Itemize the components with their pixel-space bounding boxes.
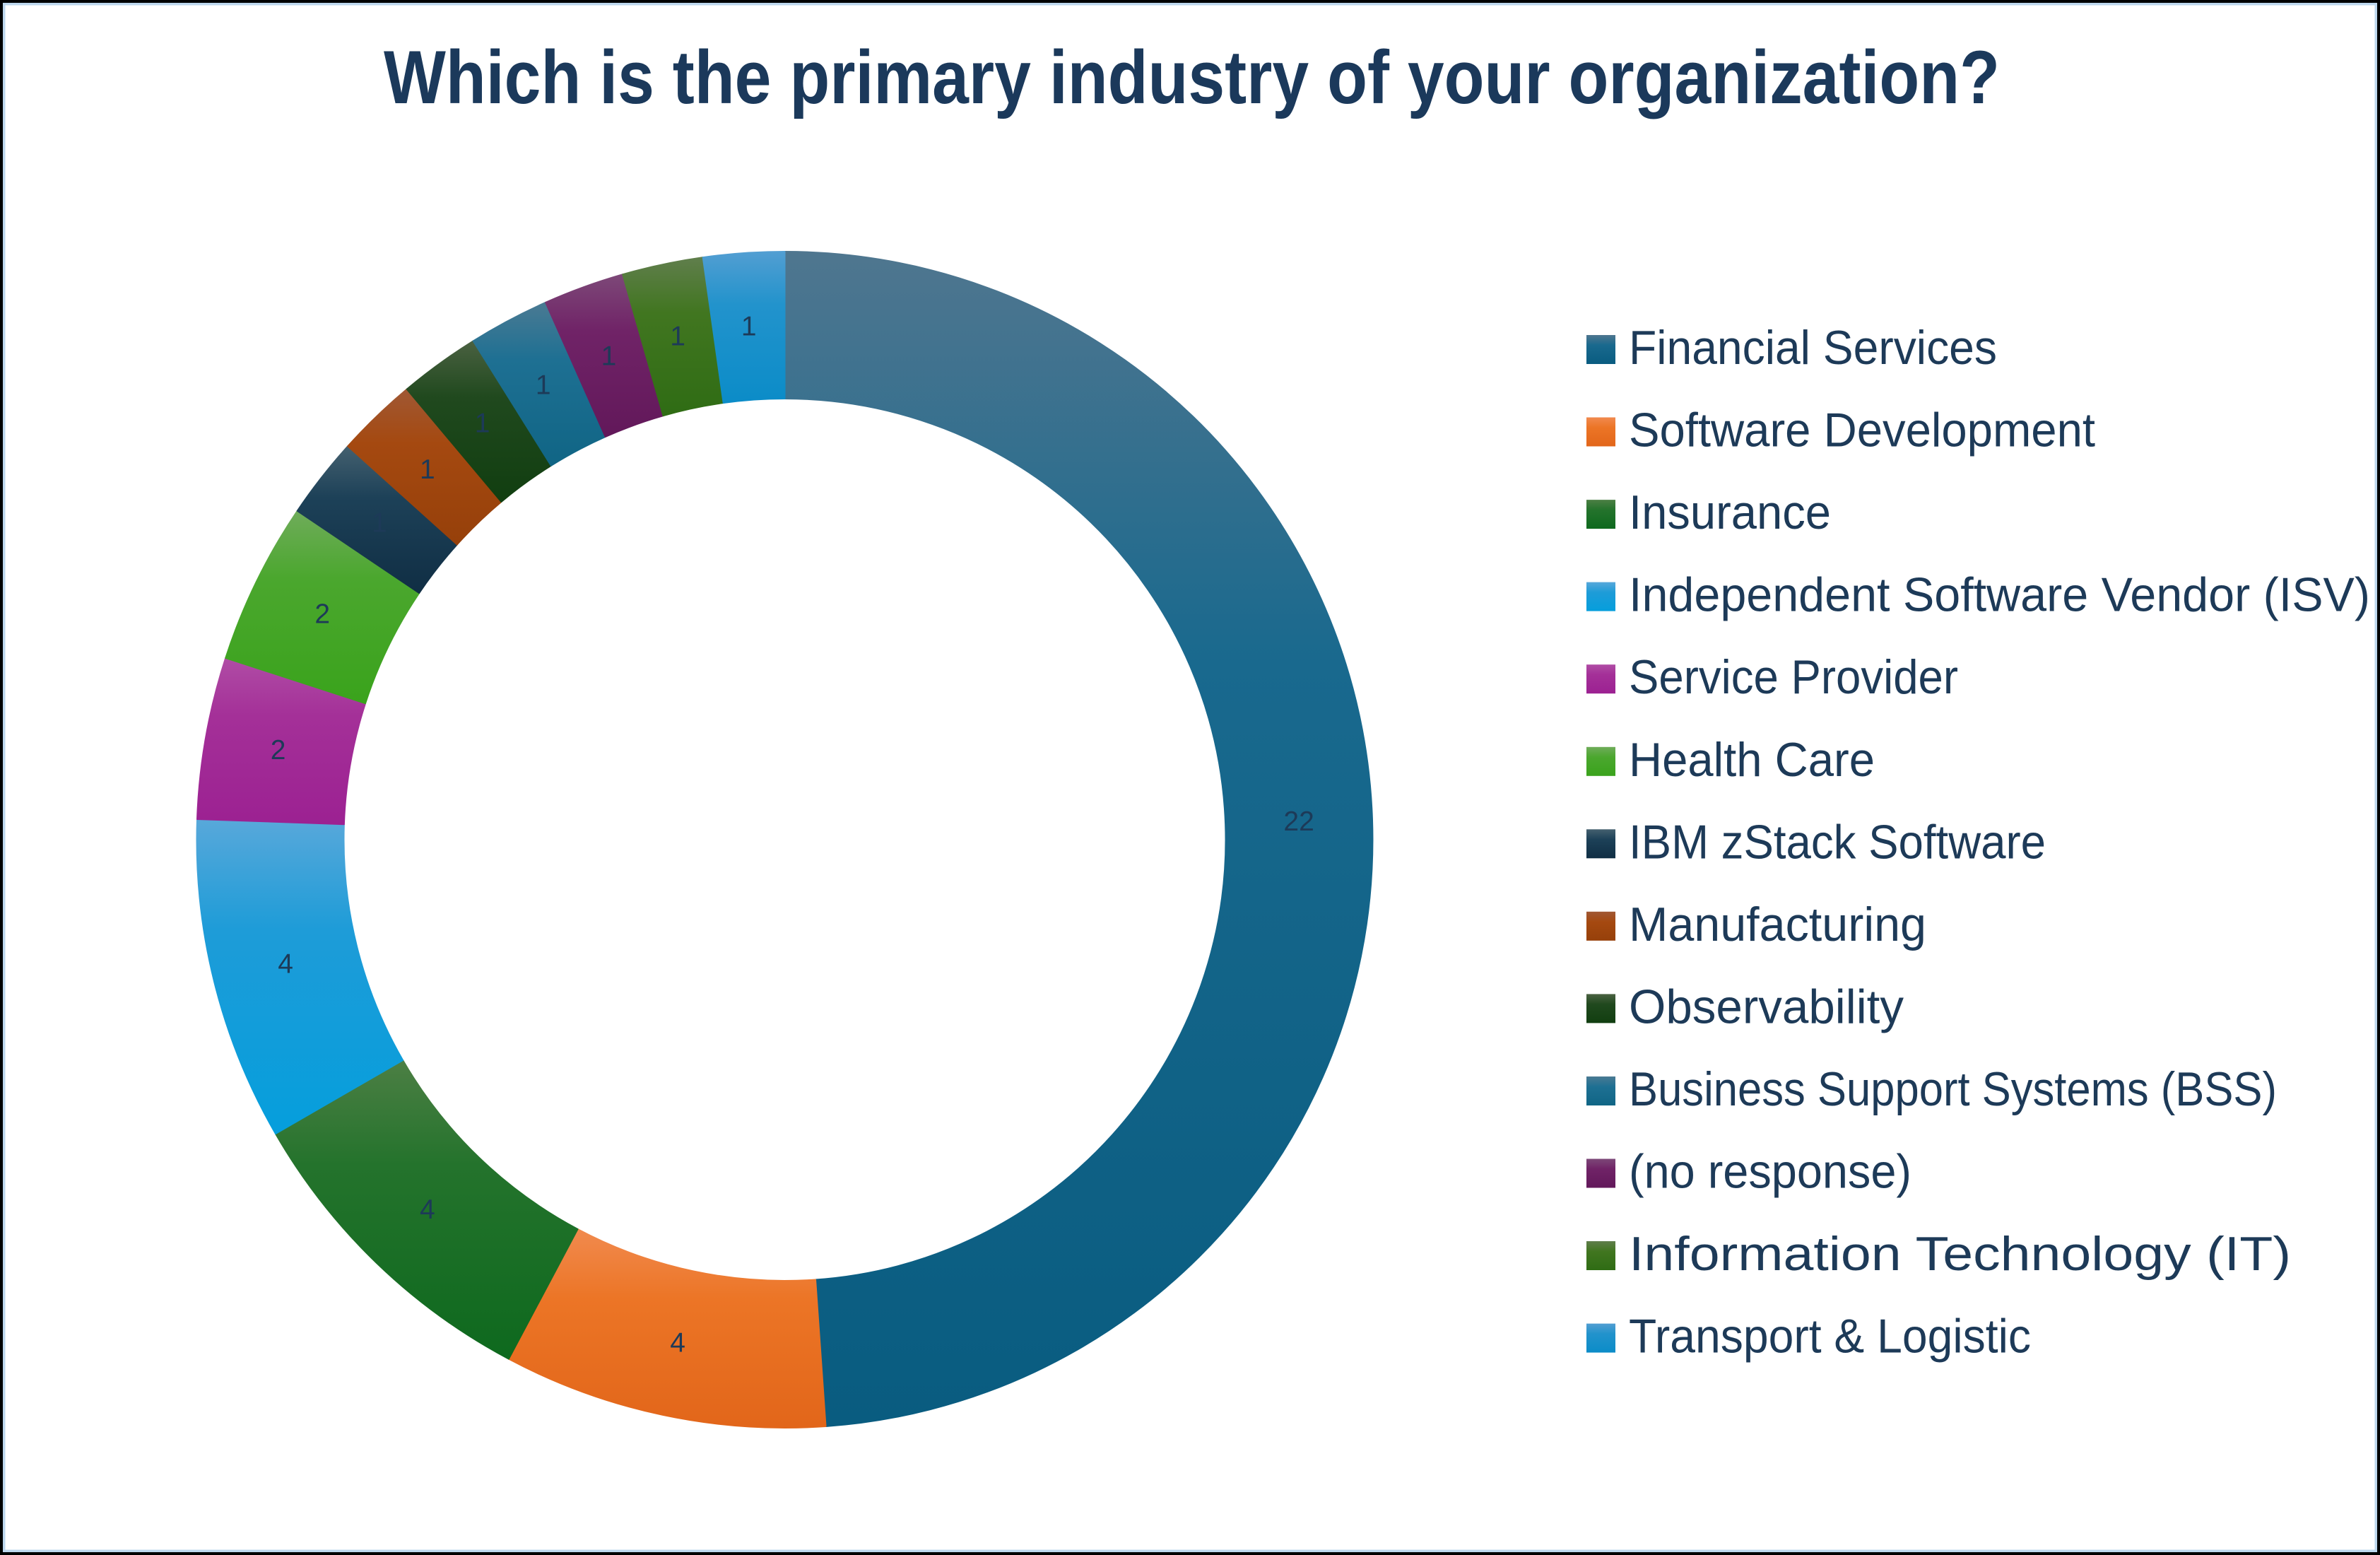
svg-text:Which is the primary industry: Which is the primary industry of your or… <box>384 35 2000 119</box>
svg-text:1: 1 <box>372 507 387 538</box>
svg-text:4: 4 <box>278 949 293 980</box>
svg-text:2: 2 <box>271 735 286 765</box>
svg-text:Independent Software Vendor (I: Independent Software Vendor (ISV) <box>1629 568 2370 622</box>
svg-text:Financial Services: Financial Services <box>1629 321 1997 375</box>
svg-text:1: 1 <box>601 341 617 371</box>
svg-text:Information Technology (IT): Information Technology (IT) <box>1629 1227 2291 1281</box>
svg-text:1: 1 <box>741 311 757 341</box>
svg-text:Observability: Observability <box>1629 980 1904 1033</box>
svg-text:Transport & Logistic: Transport & Logistic <box>1629 1310 2031 1363</box>
svg-text:IBM zStack Software: IBM zStack Software <box>1629 815 2046 869</box>
svg-text:1: 1 <box>420 454 435 485</box>
svg-text:Insurance: Insurance <box>1629 486 1831 539</box>
svg-text:1: 1 <box>475 409 490 439</box>
svg-text:22: 22 <box>1283 806 1314 837</box>
svg-text:Service Provider: Service Provider <box>1629 650 1958 704</box>
svg-text:Health Care: Health Care <box>1629 733 1875 787</box>
svg-text:2: 2 <box>314 599 330 629</box>
svg-text:Business Support Systems (BSS): Business Support Systems (BSS) <box>1629 1062 2277 1116</box>
svg-text:1: 1 <box>670 321 685 351</box>
svg-text:Manufacturing: Manufacturing <box>1629 898 1926 951</box>
svg-text:1: 1 <box>536 370 551 401</box>
svg-text:4: 4 <box>420 1195 435 1225</box>
svg-text:4: 4 <box>670 1328 685 1359</box>
svg-text:(no response): (no response) <box>1629 1145 1911 1199</box>
svg-text:Software Development: Software Development <box>1629 404 2095 457</box>
